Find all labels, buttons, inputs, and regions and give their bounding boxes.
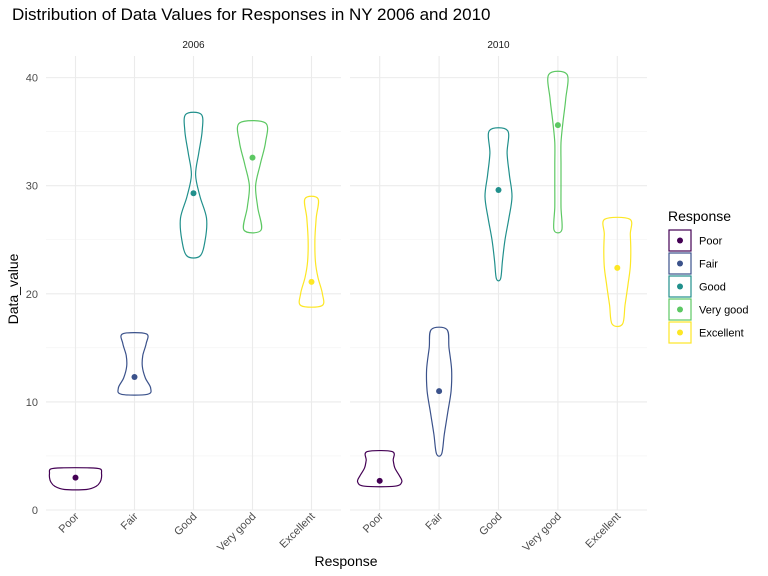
x-tick-label: Very good (521, 511, 565, 555)
violin-2010-poor (356, 449, 403, 488)
x-tick-label: Poor (57, 510, 82, 535)
y-axis-title: Data_value (5, 253, 21, 324)
legend-key-point (677, 260, 683, 267)
x-tick-label: Fair (423, 510, 445, 532)
legend-item: Good (668, 275, 726, 298)
violin-2010-fair (425, 326, 453, 457)
legend-item: Fair (668, 252, 718, 275)
facet-strip-label: 2006 (182, 40, 205, 51)
legend-item: Very good (668, 298, 749, 321)
chart-title: Distribution of Data Values for Response… (12, 5, 491, 24)
y-tick-label: 20 (26, 289, 38, 301)
x-tick-label: Fair (119, 510, 141, 532)
facet-panels: 2006 Poor Fair Good Very good Excellent 2010 Po… (46, 40, 647, 554)
violin-2006-poor (48, 467, 103, 491)
legend-key-point (677, 306, 683, 313)
facet-panel-2006: 2006 Poor Fair Good Very good Excellent (46, 40, 341, 554)
median-point-2010-very-good (554, 122, 561, 129)
legend-label: Good (699, 282, 726, 294)
legend-item: Poor (668, 229, 723, 252)
y-tick-label: 0 (32, 505, 38, 517)
median-point-2006-poor (72, 474, 79, 481)
x-tick-label: Excellent (583, 511, 623, 551)
legend-key-point (677, 237, 683, 244)
legend-title: Response (668, 208, 731, 224)
legend-item: Excellent (668, 321, 744, 344)
violin-2010-excellent (602, 216, 633, 328)
legend-label: Poor (699, 236, 723, 248)
y-tick-label: 30 (26, 181, 38, 193)
y-axis: 0 10 20 30 40 (26, 73, 38, 517)
median-point-2006-excellent (308, 278, 315, 285)
median-point-2010-poor (376, 477, 383, 484)
violin-2006-fair (117, 332, 152, 396)
violin-2006-very-good (236, 120, 269, 234)
violin-2010-very-good (547, 70, 569, 234)
x-axis-title: Response (314, 553, 377, 569)
median-point-2010-fair (436, 388, 443, 395)
legend-label: Excellent (699, 328, 744, 340)
y-tick-label: 10 (26, 397, 38, 409)
facet-strip-label: 2010 (487, 40, 510, 51)
legend-label: Very good (699, 305, 749, 317)
median-point-2010-excellent (614, 264, 621, 271)
y-tick-label: 40 (26, 73, 38, 85)
violin-2006-excellent (298, 195, 325, 308)
x-tick-label: Good (172, 511, 200, 539)
x-tick-label: Poor (361, 510, 386, 535)
median-point-2006-good (190, 190, 197, 197)
legend: Response Poor Fair Good Very good Excellent (668, 208, 749, 344)
x-tick-label: Very good (215, 511, 259, 555)
median-point-2010-good (495, 187, 502, 194)
median-point-2006-fair (131, 374, 138, 381)
facet-panel-2010: 2010 Poor Fair Good Very good Excellent (350, 40, 647, 554)
violin-2006-good (179, 111, 208, 259)
median-point-2006-very-good (249, 154, 256, 161)
legend-key-point (677, 329, 683, 336)
x-tick-label: Excellent (278, 511, 318, 551)
violin-2010-good (484, 127, 513, 282)
legend-key-point (677, 283, 683, 290)
x-tick-label: Good (477, 511, 505, 539)
legend-label: Fair (699, 259, 718, 271)
